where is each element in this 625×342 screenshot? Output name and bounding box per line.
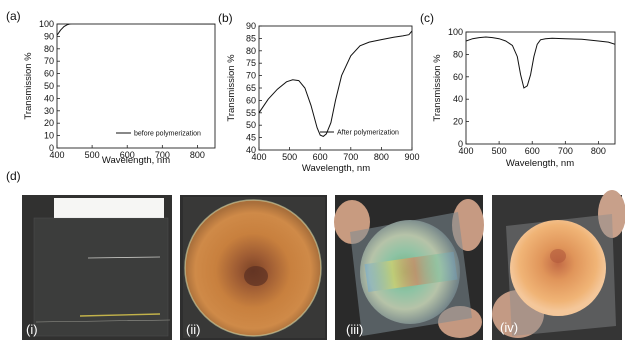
chart-b-ylabel: Transmission % [226, 54, 237, 122]
chart-a-ytick-label: 100 [39, 19, 54, 29]
chart-b-xtick-label: 800 [374, 152, 389, 162]
chart-c-xtick-label: 400 [458, 146, 473, 156]
chart-b-ytick-label: 85 [246, 33, 256, 43]
chart-a-ylabel: Transmission % [23, 52, 34, 120]
chart-c-ylabel: Transmission % [432, 54, 443, 122]
chart-b-ytick-label: 90 [246, 21, 256, 31]
chart-c-xtick-label: 600 [525, 146, 540, 156]
chart-c-xlabel: Wavelength, nm [506, 158, 574, 169]
chart-a-ytick-label: 70 [44, 56, 54, 66]
chart-b-xtick-label: 400 [251, 152, 266, 162]
chart-a-ytick-label: 20 [44, 118, 54, 128]
chart-b-ytick-label: 80 [246, 46, 256, 56]
chart-b-ytick-label: 45 [246, 133, 256, 143]
chart-a-frame [56, 23, 216, 149]
photo-iv: (iv) [492, 190, 625, 340]
chart-c-ytick-label: 40 [453, 94, 463, 104]
chart-b: 400 500 600 700 800 900 40 45 50 55 60 65 70 75 80 85 90… [226, 21, 420, 174]
chart-b-ytick-label: 55 [246, 108, 256, 118]
chart-b-series-line [259, 30, 412, 137]
chart-c-ytick-label: 80 [453, 49, 463, 59]
photo-ii: (ii) [180, 195, 327, 340]
chart-a-ytick-label: 30 [44, 106, 54, 116]
panel-label-a: (a) [6, 9, 21, 23]
chart-a-xtick-label: 500 [85, 150, 100, 160]
chart-a-ytick-label: 10 [44, 131, 54, 141]
chart-a-ytick-label: 40 [44, 93, 54, 103]
chart-b-xtick-label: 600 [313, 152, 328, 162]
panel-label-d: (d) [6, 169, 21, 183]
photo-i: (i) [22, 195, 172, 340]
chart-b-xtick-label: 700 [343, 152, 358, 162]
chart-b-ytick-label: 40 [246, 145, 256, 155]
chart-a-xlabel: Wavelength, nm [102, 155, 170, 166]
chart-c-ytick-label: 100 [448, 27, 463, 37]
chart-b-xtick-label: 900 [404, 152, 419, 162]
chart-b-ytick-label: 65 [246, 83, 256, 93]
chart-a: 400 500 600 700 800 0 10 20 30 40 50 60 70 80 90 100 be… [23, 19, 216, 166]
chart-a-ytick-label: 80 [44, 44, 54, 54]
chart-c-frame [465, 31, 616, 145]
chart-b-xlabel: Wavelength, nm [302, 163, 370, 174]
photo-i-label: (i) [26, 322, 38, 337]
chart-a-ytick-label: 90 [44, 31, 54, 41]
chart-a-xtick-label: 700 [155, 150, 170, 160]
chart-c-series-line [466, 36, 615, 89]
chart-c-xtick-label: 700 [558, 146, 573, 156]
chart-a-xtick-label: 400 [49, 150, 64, 160]
panel-label-b: (b) [218, 11, 233, 25]
chart-a-xtick-label: 600 [120, 150, 135, 160]
photo-iii-label: (iii) [346, 322, 363, 337]
chart-c-ytick-label: 20 [453, 117, 463, 127]
chart-b-ytick-label: 70 [246, 71, 256, 81]
chart-b-xtick-label: 500 [282, 152, 297, 162]
chart-b-ytick-label: 50 [246, 120, 256, 130]
panel-label-c: (c) [420, 11, 434, 25]
chart-b-ytick-label: 60 [246, 95, 256, 105]
photo-iii: (iii) [334, 195, 484, 340]
chart-c-xtick-label: 800 [591, 146, 606, 156]
chart-c-ytick-label: 0 [458, 139, 463, 149]
chart-a-ytick-label: 0 [49, 143, 54, 153]
chart-a-legend-label: before polymerization [134, 131, 201, 138]
chart-a-ytick-label: 50 [44, 81, 54, 91]
chart-b-legend-label: After polymerization [337, 130, 399, 137]
chart-a-ytick-label: 60 [44, 69, 54, 79]
chart-a-xtick-label: 800 [190, 150, 205, 160]
chart-b-ytick-label: 75 [246, 58, 256, 68]
photo-iv-label: (iv) [500, 320, 518, 335]
chart-c-xtick-label: 500 [492, 146, 507, 156]
chart-c: 400 500 600 700 800 0 20 40 60 80 100 Wavelength, … [432, 27, 616, 169]
chart-a-series-line [57, 24, 215, 36]
photo-ii-label: (ii) [186, 322, 200, 337]
chart-c-ytick-label: 60 [453, 72, 463, 82]
